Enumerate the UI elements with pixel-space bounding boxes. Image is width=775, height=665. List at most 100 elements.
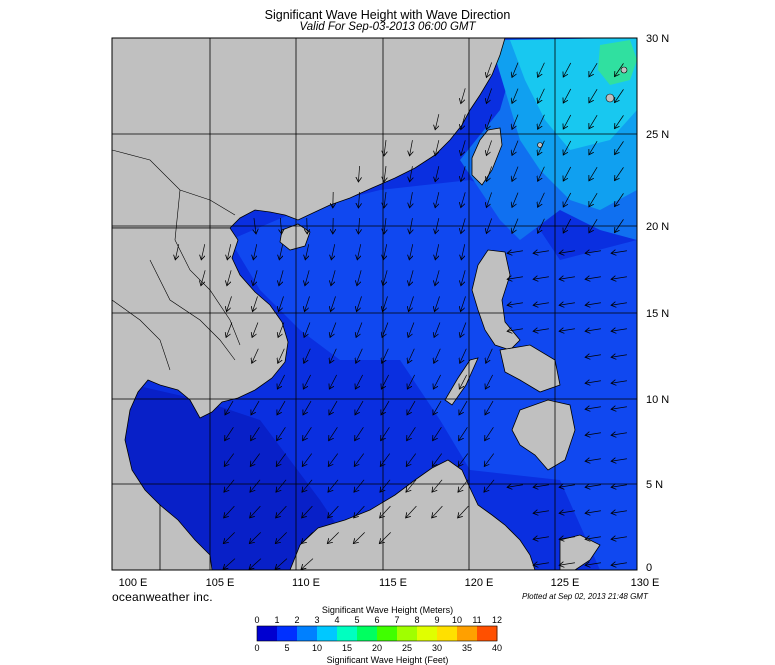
direction-arrow	[585, 355, 601, 358]
direction-arrow	[459, 400, 468, 415]
direction-arrow	[563, 166, 572, 181]
map-frame	[111, 37, 638, 571]
direction-arrow	[486, 62, 492, 77]
direction-arrow	[384, 218, 386, 234]
direction-arrow	[461, 166, 466, 181]
direction-arrow	[533, 485, 549, 488]
direction-arrow	[357, 270, 362, 285]
direction-arrow	[407, 374, 415, 389]
direction-arrow	[559, 329, 575, 332]
direction-arrow	[615, 63, 624, 76]
direction-arrow	[559, 303, 575, 306]
direction-arrow	[303, 400, 312, 415]
direction-arrow	[538, 88, 545, 103]
direction-arrow	[249, 532, 261, 543]
direction-arrow	[538, 218, 545, 233]
direction-arrow	[227, 244, 230, 260]
direction-arrow	[356, 322, 363, 338]
direction-arrow	[303, 374, 311, 389]
lon-label: 115 E	[379, 577, 407, 589]
lat-label: 10 N	[646, 394, 669, 406]
direction-arrow	[252, 296, 258, 311]
direction-arrow	[435, 192, 439, 208]
lon-label: 105 E	[206, 577, 235, 589]
direction-arrow	[559, 485, 575, 488]
direction-arrow	[435, 218, 439, 234]
direction-arrow	[433, 427, 442, 440]
direction-arrow	[589, 166, 598, 181]
direction-arrow	[277, 427, 286, 440]
direction-arrow	[585, 563, 601, 566]
direction-arrow	[533, 329, 549, 332]
direction-arrow	[406, 505, 417, 518]
direction-arrow	[459, 427, 468, 440]
direction-arrow	[611, 329, 627, 332]
colorbar-title-feet: Significant Wave Height (Feet)	[326, 655, 449, 665]
direction-arrow	[225, 400, 234, 415]
direction-arrow	[250, 479, 261, 492]
direction-arrow	[380, 453, 391, 467]
direction-arrow	[330, 348, 337, 364]
direction-arrow	[328, 479, 339, 492]
direction-arrow	[533, 251, 549, 254]
direction-arrow	[512, 140, 519, 156]
direction-arrow	[383, 244, 386, 260]
direction-arrow	[304, 322, 311, 338]
direction-arrow	[559, 277, 575, 280]
plotted-timestamp: Plotted at Sep 02, 2013 21:48 GMT	[522, 592, 648, 601]
land-mindanao	[511, 399, 576, 471]
direction-arrow	[611, 407, 627, 410]
direction-arrow	[585, 485, 601, 488]
direction-arrow	[484, 453, 495, 467]
direction-arrow	[304, 296, 310, 311]
land-okinawa	[605, 93, 615, 103]
direction-arrow	[533, 537, 549, 540]
map-subtitle: Valid For Sep-03-2013 06:00 GMT	[299, 21, 476, 33]
direction-arrow	[433, 374, 441, 389]
direction-arrow	[484, 479, 495, 492]
lon-label: 125 E	[551, 577, 580, 589]
direction-arrow	[409, 270, 414, 285]
lat-label: 25 N	[646, 129, 669, 141]
direction-arrow	[358, 217, 359, 234]
land-hainan	[279, 223, 311, 251]
direction-arrow	[408, 296, 414, 311]
land-sulawesi	[559, 534, 601, 570]
direction-arrow	[563, 88, 572, 103]
direction-arrow	[305, 270, 310, 285]
direction-arrow	[304, 348, 311, 364]
direction-arrow	[460, 296, 466, 311]
direction-arrow	[224, 453, 235, 467]
direction-arrow	[458, 453, 469, 467]
direction-arrow	[224, 479, 235, 492]
direction-arrow	[533, 303, 549, 306]
direction-arrow	[615, 115, 624, 128]
direction-arrow	[408, 348, 415, 364]
lat-label: 20 N	[646, 221, 669, 233]
direction-arrow	[611, 355, 627, 358]
direction-arrow	[251, 427, 260, 440]
direction-arrow	[406, 479, 417, 492]
direction-arrow	[611, 485, 627, 488]
graticule	[112, 38, 637, 570]
direction-arrow	[485, 374, 493, 389]
direction-arrow	[585, 303, 601, 306]
direction-arrow	[354, 505, 365, 518]
direction-arrow	[354, 479, 365, 492]
latitude-labels: 0 5 N 10 N 15 N 20 N 25 N 30 N	[646, 33, 669, 574]
direction-arrow	[409, 244, 412, 260]
direction-arrow	[302, 505, 313, 518]
land-borneo	[289, 459, 536, 570]
direction-arrow	[486, 140, 492, 155]
longitude-labels: 100 E 105 E 110 E 115 E 120 E 125 E 130 E	[119, 577, 660, 589]
direction-arrow	[407, 400, 416, 415]
direction-arrow	[382, 348, 389, 364]
direction-arrow	[461, 140, 466, 155]
direction-arrow	[585, 381, 601, 384]
direction-arrow	[611, 251, 627, 254]
direction-arrow	[559, 563, 575, 566]
lon-label: 110 E	[292, 577, 320, 589]
lat-label: 30 N	[646, 33, 669, 45]
country-border	[112, 149, 241, 371]
direction-arrow	[301, 558, 314, 570]
